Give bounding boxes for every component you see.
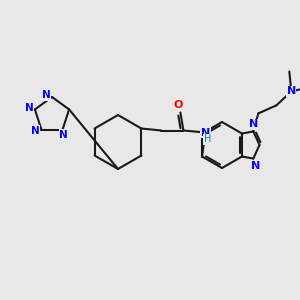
Text: N: N: [251, 160, 260, 171]
Text: N: N: [25, 103, 33, 113]
Text: H: H: [204, 134, 211, 145]
Text: N: N: [59, 130, 68, 140]
Text: N: N: [249, 119, 258, 129]
Text: N: N: [201, 128, 210, 137]
Text: N: N: [287, 86, 296, 96]
Text: O: O: [174, 100, 183, 110]
Text: N: N: [42, 90, 50, 100]
Text: N: N: [31, 126, 40, 136]
